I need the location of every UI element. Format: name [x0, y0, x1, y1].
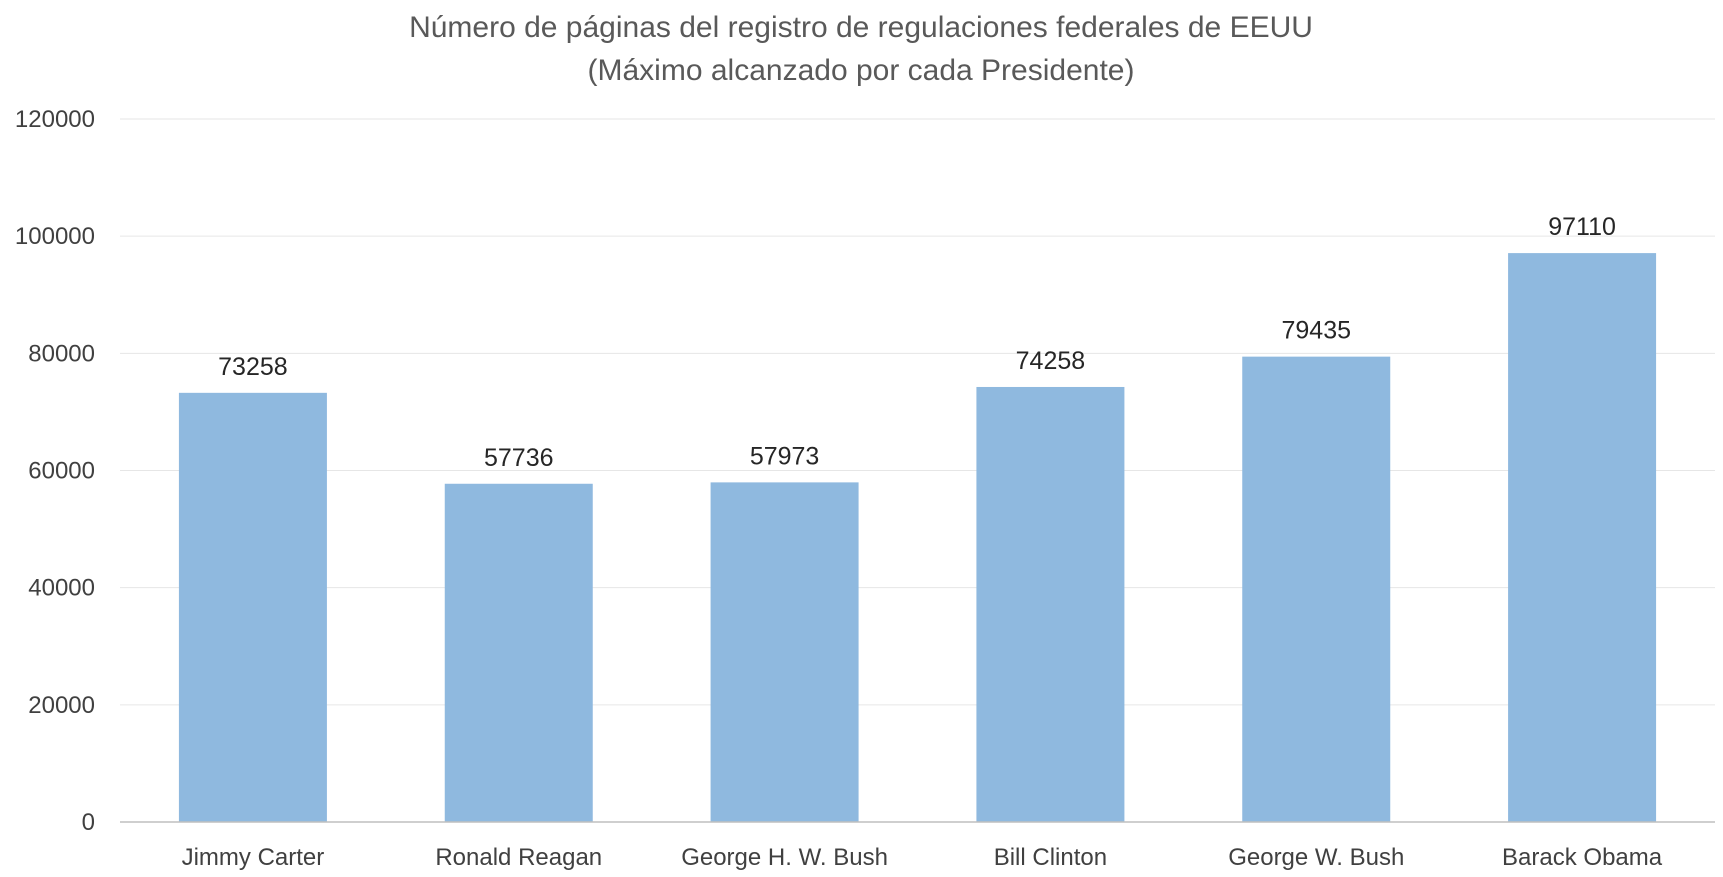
y-tick-label: 60000: [28, 458, 95, 485]
bar: [710, 482, 859, 822]
x-tick-label: Ronald Reagan: [435, 844, 602, 871]
y-tick-label: 40000: [28, 575, 95, 602]
y-tick-label: 20000: [28, 692, 95, 719]
bars: [178, 253, 1657, 823]
gridlines: [120, 118, 1715, 706]
bar-value-label: 79435: [1281, 317, 1351, 345]
bar-value-label: 57973: [750, 442, 820, 470]
bar-value-label: 74258: [1016, 347, 1086, 375]
bar: [1508, 253, 1657, 823]
chart-title-group: Número de páginas del registro de regula…: [409, 11, 1313, 87]
y-tick-label: 0: [82, 809, 95, 836]
bar-value-label: 57736: [484, 444, 554, 472]
bar-value-label: 73258: [218, 353, 288, 381]
bar: [976, 386, 1125, 822]
chart-subtitle: (Máximo alcanzado por cada Presidente): [588, 54, 1135, 87]
bar: [444, 483, 593, 822]
bar-value-label: 97110: [1548, 213, 1616, 241]
y-tick-label: 120000: [15, 106, 95, 133]
bar: [1242, 356, 1391, 822]
x-tick-label: Barack Obama: [1502, 844, 1663, 871]
x-axis-tick-labels: Jimmy Carter Ronald Reagan George H. W. Bu…: [182, 844, 1663, 871]
x-tick-label: Jimmy Carter: [182, 844, 325, 871]
x-tick-label: George W. Bush: [1228, 844, 1404, 871]
y-tick-label: 80000: [28, 340, 95, 367]
x-tick-label: George H. W. Bush: [681, 844, 888, 871]
y-tick-label: 100000: [15, 223, 95, 250]
chart-title: Número de páginas del registro de regula…: [409, 11, 1313, 44]
data-labels: 73258 57736 57973 74258 79435 97110: [218, 213, 1616, 472]
x-tick-label: Bill Clinton: [994, 844, 1107, 871]
bar: [178, 392, 327, 822]
y-axis-tick-labels: 0 20000 40000 60000 80000 100000 120000: [15, 106, 95, 836]
